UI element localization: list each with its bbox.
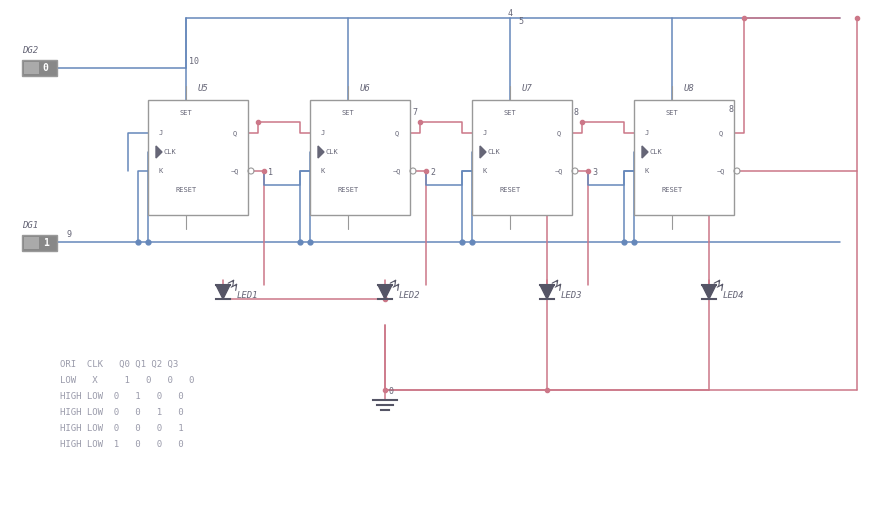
Text: RESET: RESET — [661, 187, 682, 193]
Text: 3: 3 — [591, 168, 596, 177]
Bar — [309, 100, 409, 215]
Text: HIGH LOW  0   1   0   0: HIGH LOW 0 1 0 0 — [60, 392, 183, 401]
Text: CLK: CLK — [649, 149, 662, 155]
Text: J: J — [159, 130, 163, 136]
Bar — [24, 237, 39, 249]
Text: 9: 9 — [67, 230, 72, 239]
Text: U5: U5 — [198, 84, 208, 93]
Polygon shape — [540, 285, 554, 299]
Text: U6: U6 — [359, 84, 370, 93]
Polygon shape — [318, 146, 323, 158]
Text: 8: 8 — [573, 108, 579, 117]
Text: J: J — [482, 130, 486, 136]
Text: ~Q: ~Q — [392, 168, 400, 174]
Text: K: K — [159, 168, 163, 174]
Text: ~Q: ~Q — [554, 168, 563, 174]
Text: LED4: LED4 — [722, 291, 743, 299]
Text: ~Q: ~Q — [716, 168, 725, 174]
Text: CLK: CLK — [487, 149, 500, 155]
Bar — [24, 62, 39, 74]
Text: ORI  CLK   Q0 Q1 Q2 Q3: ORI CLK Q0 Q1 Q2 Q3 — [60, 360, 178, 369]
Text: Q: Q — [233, 130, 237, 136]
Polygon shape — [641, 146, 648, 158]
Bar — [633, 100, 734, 215]
Text: DG1: DG1 — [22, 221, 38, 230]
Text: 1: 1 — [268, 168, 273, 177]
Text: 10: 10 — [189, 57, 198, 66]
Text: 0: 0 — [389, 387, 393, 396]
Text: CLK: CLK — [163, 149, 176, 155]
Text: RESET: RESET — [175, 187, 197, 193]
Polygon shape — [701, 285, 715, 299]
Polygon shape — [156, 146, 162, 158]
Text: LED1: LED1 — [237, 291, 258, 299]
Text: HIGH LOW  0   0   0   1: HIGH LOW 0 0 0 1 — [60, 424, 183, 433]
Text: LOW   X     1   0   0   0: LOW X 1 0 0 0 — [60, 376, 194, 385]
Bar — [22, 235, 57, 251]
Text: SET: SET — [503, 110, 516, 116]
Text: RESET: RESET — [499, 187, 520, 193]
Text: 1: 1 — [43, 238, 49, 248]
Text: 5: 5 — [517, 17, 523, 26]
Bar — [471, 100, 571, 215]
Text: U8: U8 — [683, 84, 694, 93]
Text: ~Q: ~Q — [230, 168, 239, 174]
Text: K: K — [482, 168, 486, 174]
Bar — [22, 60, 57, 76]
Text: CLK: CLK — [325, 149, 338, 155]
Text: HIGH LOW  0   0   1   0: HIGH LOW 0 0 1 0 — [60, 408, 183, 417]
Polygon shape — [216, 285, 229, 299]
Text: HIGH LOW  1   0   0   0: HIGH LOW 1 0 0 0 — [60, 440, 183, 449]
Text: DG2: DG2 — [22, 46, 38, 55]
Polygon shape — [479, 146, 486, 158]
Text: K: K — [321, 168, 325, 174]
Text: Q: Q — [718, 130, 722, 136]
Text: U7: U7 — [521, 84, 532, 93]
Text: K: K — [644, 168, 649, 174]
Bar — [148, 100, 248, 215]
Text: SET: SET — [341, 110, 354, 116]
Text: J: J — [321, 130, 325, 136]
Text: SET: SET — [664, 110, 678, 116]
Text: LED2: LED2 — [399, 291, 420, 299]
Text: SET: SET — [180, 110, 192, 116]
Text: J: J — [644, 130, 649, 136]
Text: 0: 0 — [43, 63, 49, 73]
Text: 7: 7 — [411, 108, 416, 117]
Text: LED3: LED3 — [560, 291, 582, 299]
Text: 4: 4 — [508, 9, 512, 18]
Text: 8: 8 — [728, 105, 734, 114]
Text: RESET: RESET — [337, 187, 358, 193]
Polygon shape — [377, 285, 392, 299]
Text: 2: 2 — [430, 168, 434, 177]
Text: Q: Q — [556, 130, 561, 136]
Text: Q: Q — [394, 130, 399, 136]
